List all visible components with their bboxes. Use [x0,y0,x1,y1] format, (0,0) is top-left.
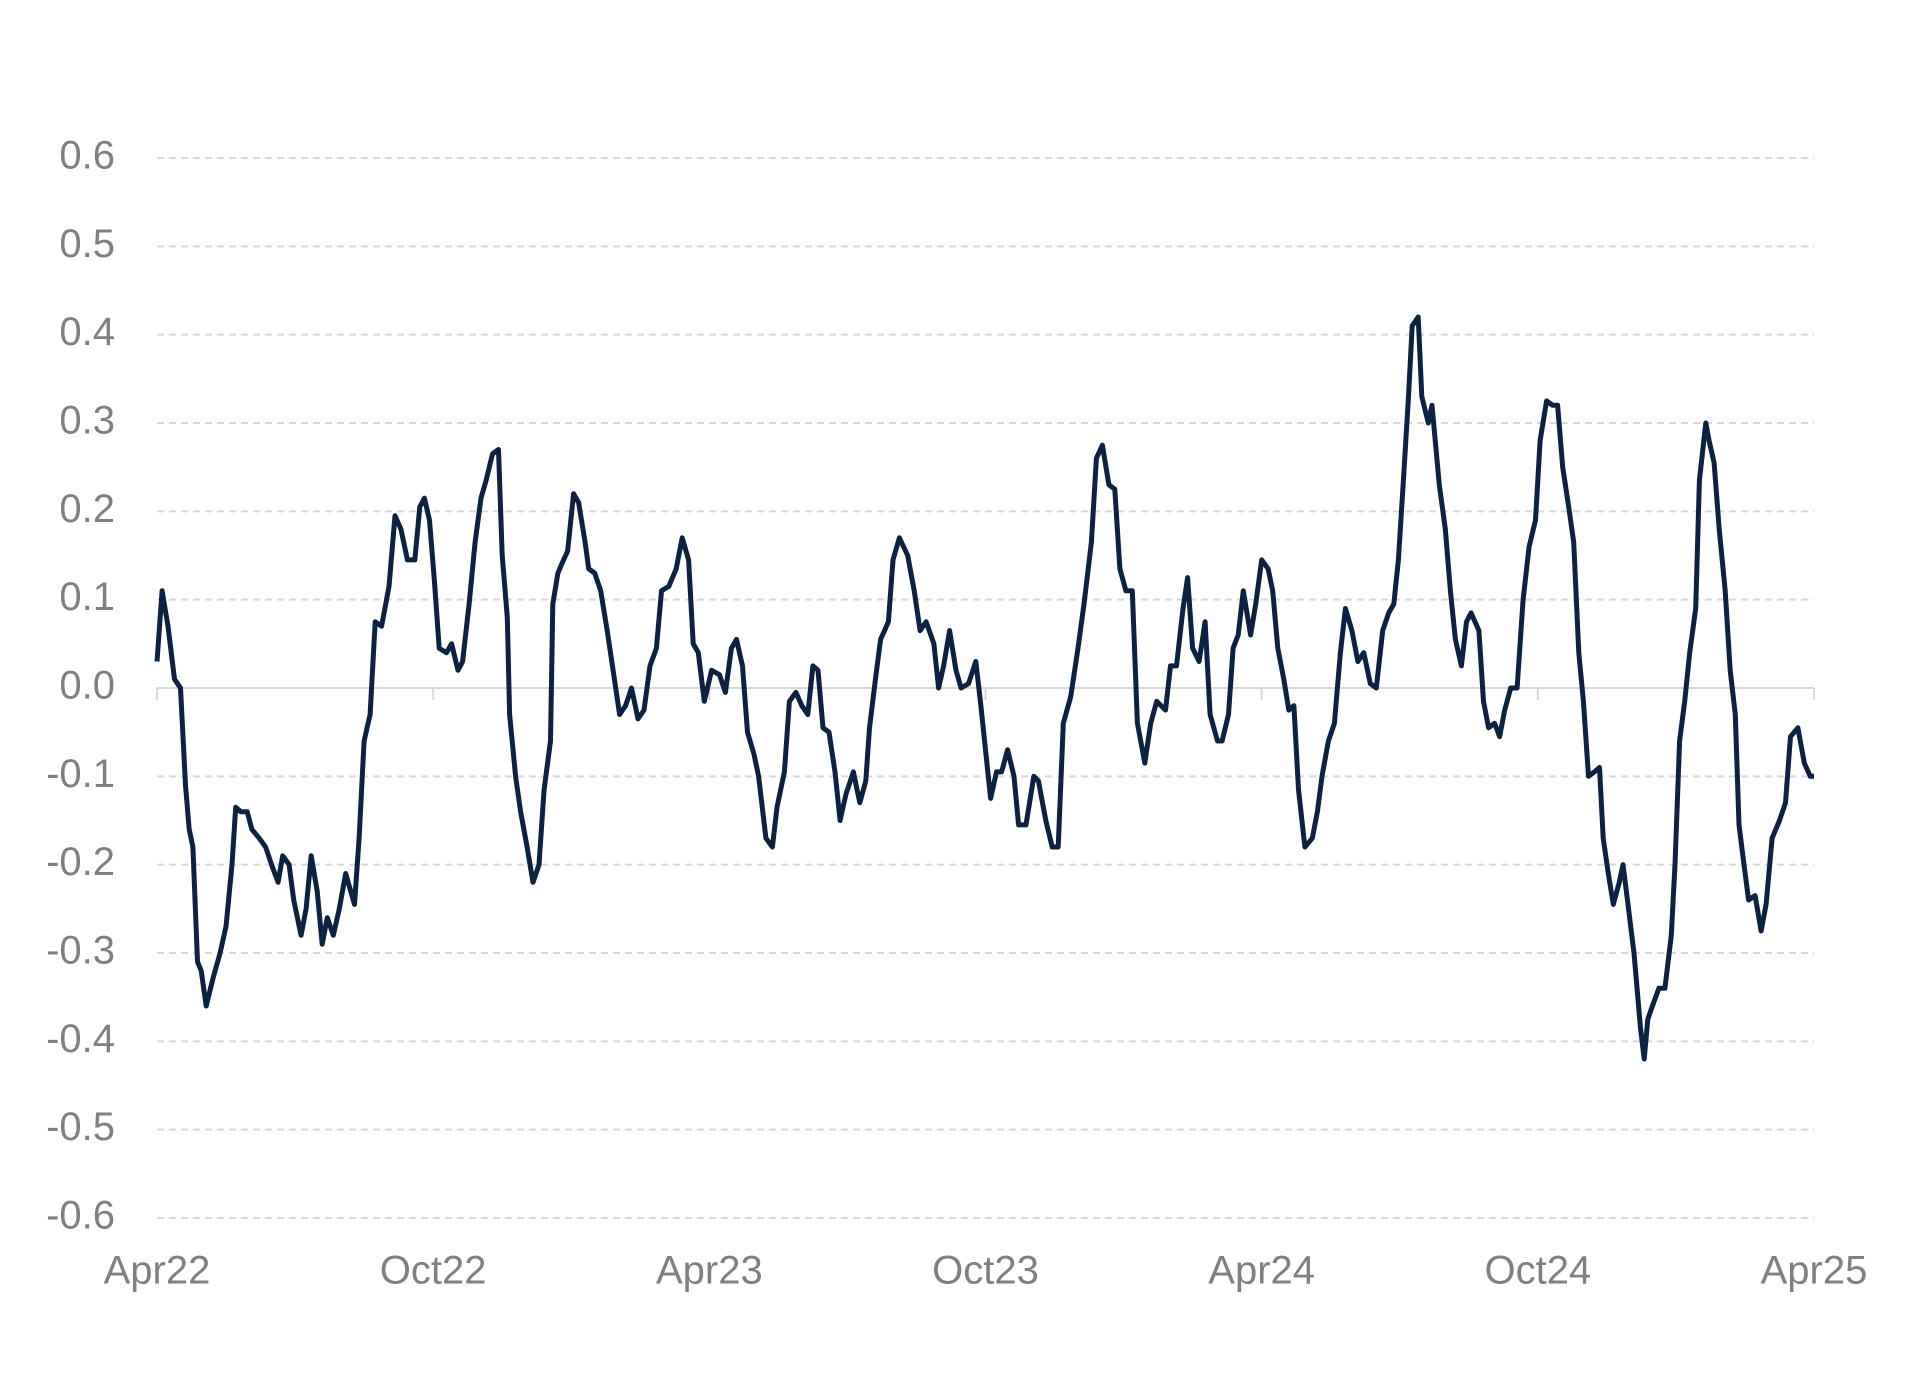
x-tick-label: Apr23 [656,1249,763,1293]
y-tick-label: -0.1 [46,752,115,796]
y-tick-label: 0.6 [59,134,115,178]
x-tick-label: Oct24 [1484,1249,1591,1293]
x-tick-label: Oct22 [380,1249,487,1293]
y-tick-label: 0.3 [59,399,115,443]
y-tick-label: -0.4 [46,1017,115,1061]
y-tick-label: 0.5 [59,222,115,266]
data-line [154,314,1814,1062]
y-tick-label: -0.2 [46,840,115,884]
y-tick-label: -0.3 [46,929,115,973]
y-tick-label: 0.4 [59,310,115,354]
y-tick-label: -0.5 [46,1105,115,1149]
x-tick-label: Oct23 [932,1249,1039,1293]
x-tick-label: Apr25 [1761,1249,1868,1293]
x-tick-label: Apr24 [1208,1249,1315,1293]
x-tick-label: Apr22 [104,1249,211,1293]
y-tick-label: 0.1 [59,575,115,619]
y-tick-label: -0.6 [46,1194,115,1238]
y-tick-label: 0.0 [59,664,115,708]
y-tick-label: 0.2 [59,487,115,531]
